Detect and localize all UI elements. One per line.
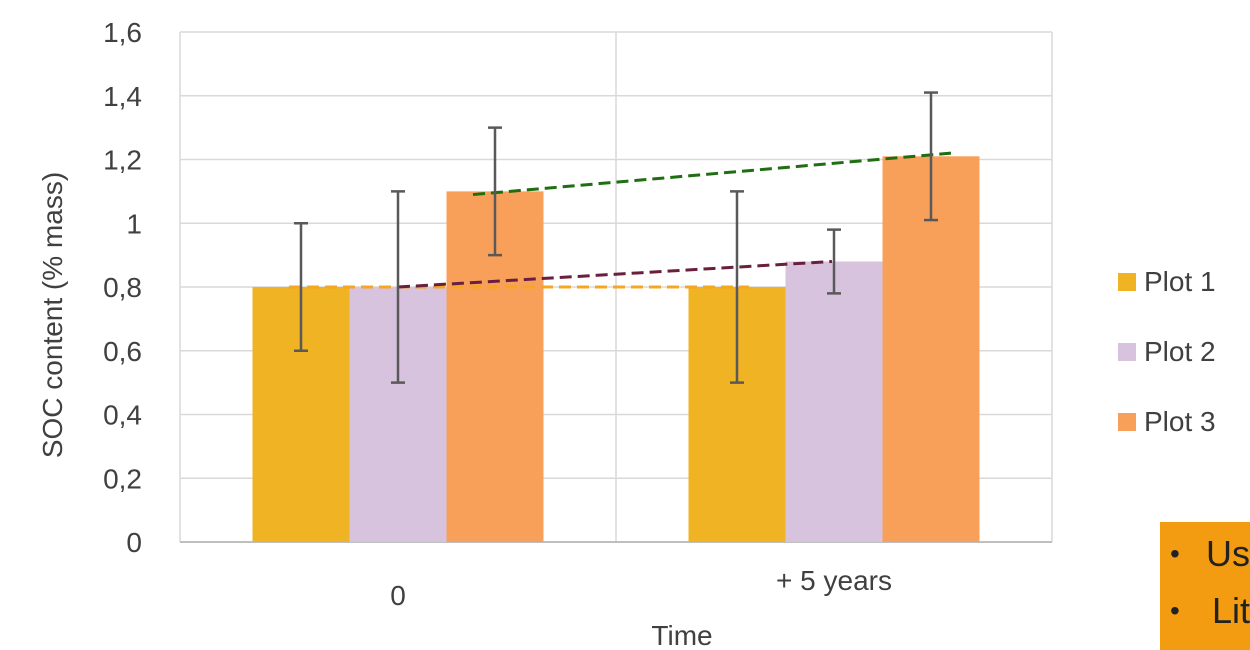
y-tick-labels: 0 0,2 0,4 0,6 0,8 1 1,2 1,4 1,6	[103, 17, 142, 558]
legend-label-plot-3: Plot 3	[1144, 406, 1216, 437]
legend-item-plot-3: Plot 3	[1118, 404, 1216, 440]
callout-text-2: Lit	[1211, 590, 1250, 631]
x-tick-label: + 5 years	[776, 565, 892, 596]
y-tick-label: 1,2	[103, 145, 142, 176]
y-tick-label: 1,6	[103, 17, 142, 48]
y-tick-label: 0,2	[103, 463, 142, 494]
trendlines	[289, 151, 952, 289]
error-bars	[294, 91, 938, 384]
legend-item-plot-2: Plot 2	[1118, 334, 1216, 370]
callout-line-1: • Us	[1160, 529, 1250, 579]
y-tick-label: 0,8	[103, 272, 142, 303]
x-axis-title: Time	[651, 620, 712, 650]
callout-line-2: • Lit	[1160, 586, 1250, 636]
y-tick-label: 0,6	[103, 336, 142, 367]
y-tick-label: 0	[126, 527, 142, 558]
y-tick-label: 1	[126, 208, 142, 239]
x-tick-labels: 0 + 5 years	[390, 565, 892, 611]
legend-item-plot-1: Plot 1	[1118, 264, 1216, 300]
legend-swatch-plot-2	[1118, 343, 1136, 361]
legend-swatch-plot-1	[1118, 273, 1136, 291]
bullet-icon: •	[1170, 595, 1180, 626]
callout-text-1: Us	[1206, 533, 1250, 574]
y-tick-label: 0,4	[103, 400, 142, 431]
x-tick-label: 0	[390, 580, 406, 611]
legend-label-plot-1: Plot 1	[1144, 266, 1216, 297]
legend-label-plot-2: Plot 2	[1144, 336, 1216, 367]
y-tick-label: 1,4	[103, 81, 142, 112]
bar	[785, 261, 883, 542]
y-axis-title: SOC content (% mass)	[37, 172, 68, 458]
trendline	[397, 260, 833, 289]
legend-swatch-plot-3	[1118, 413, 1136, 431]
bullet-icon: •	[1170, 538, 1180, 569]
callout-box: • Us • Lit	[1160, 522, 1250, 650]
legend: Plot 1 Plot 2 Plot 3	[1118, 264, 1216, 474]
bars	[252, 156, 980, 542]
trendline	[472, 151, 952, 197]
